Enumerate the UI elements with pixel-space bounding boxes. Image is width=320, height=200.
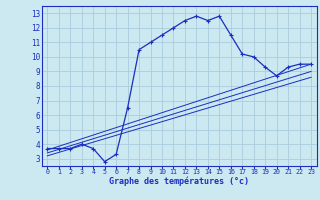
X-axis label: Graphe des températures (°c): Graphe des températures (°c) [109, 177, 249, 186]
